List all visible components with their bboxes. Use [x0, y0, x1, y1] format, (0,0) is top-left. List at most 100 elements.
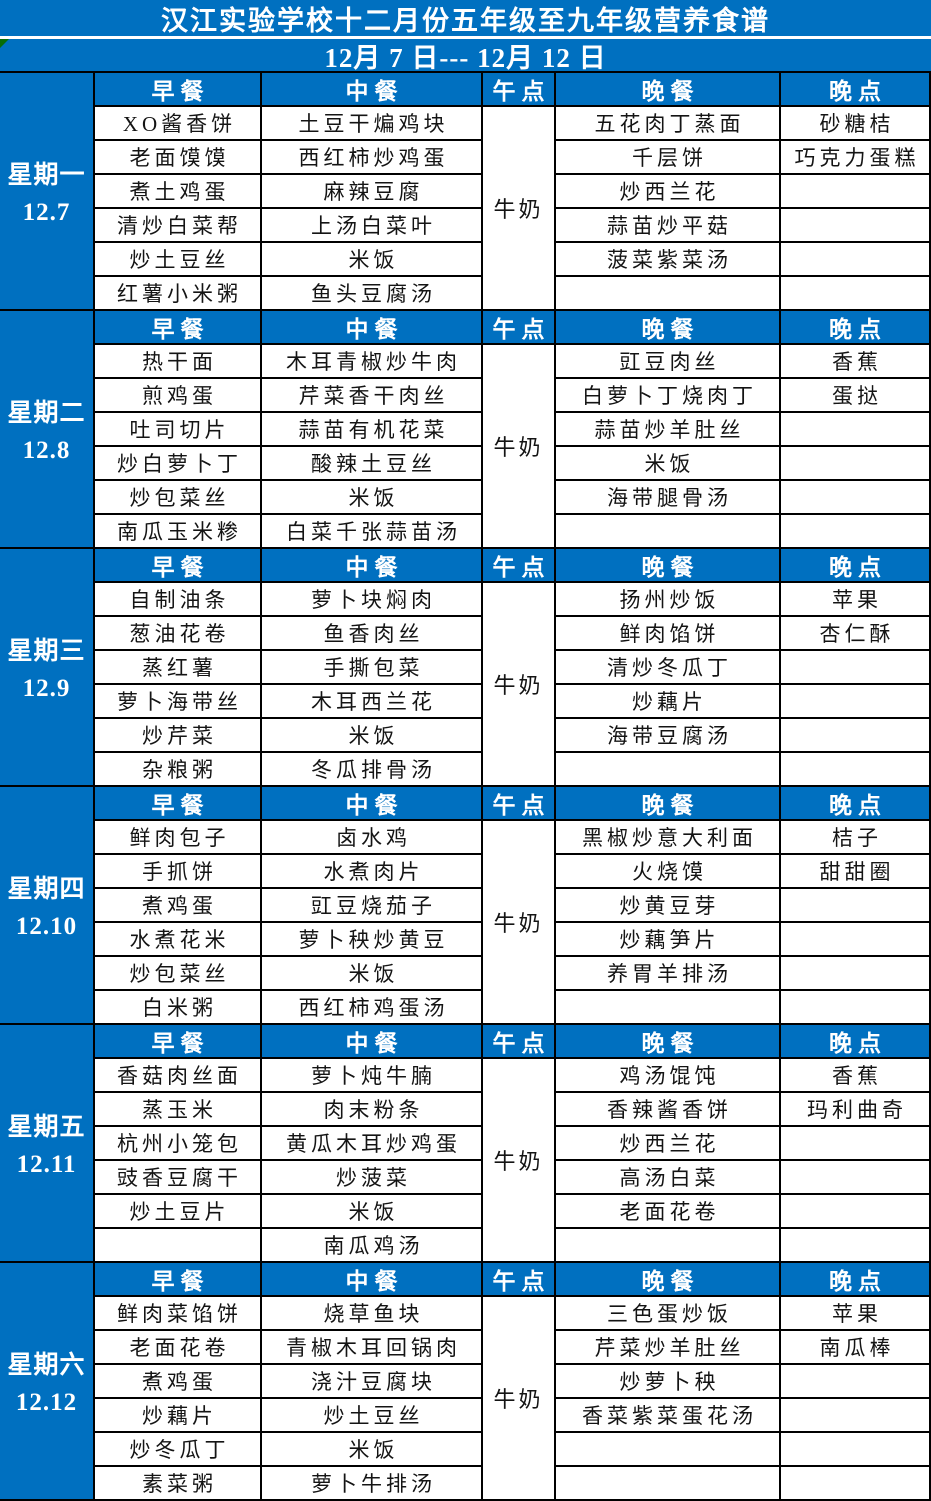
lunch-item: 萝卜秧炒黄豆 [262, 923, 481, 955]
dinner-item: 鸡汤馄饨 [556, 1059, 779, 1091]
lunch-item: 冬瓜排骨汤 [262, 753, 481, 785]
dinner-item: 炒西兰花 [556, 1127, 779, 1159]
lunch-item: 浇汁豆腐块 [262, 1365, 481, 1397]
breakfast-item: 煮鸡蛋 [95, 889, 260, 921]
lunch-item: 炒菠菜 [262, 1161, 481, 1193]
breakfast-item: 炒藕片 [95, 1399, 260, 1431]
day-date: 12.8 [22, 437, 71, 464]
evening-snack-item [781, 753, 929, 785]
lunch-item: 木耳青椒炒牛肉 [262, 345, 481, 377]
day-name: 星期六 [7, 1352, 86, 1379]
evening-snack-item [781, 277, 929, 309]
breakfast-item: 炒白萝卜丁 [95, 447, 260, 479]
lunch-item: 萝卜块焖肉 [262, 583, 481, 615]
breakfast-item: 手抓饼 [95, 855, 260, 887]
day-label: 星期五 12.11 [0, 1025, 93, 1261]
lunch-item: 鱼香肉丝 [262, 617, 481, 649]
noon-snack-item: 牛奶 [483, 345, 554, 547]
evening-snack-item [781, 1229, 929, 1261]
evening-snack-item: 巧克力蛋糕 [781, 141, 929, 173]
breakfast-item: 蒸玉米 [95, 1093, 260, 1125]
dinner-item [556, 515, 779, 547]
column-header-dinner: 晚餐 [556, 311, 779, 343]
breakfast-item: 葱油花卷 [95, 617, 260, 649]
lunch-item: 米饭 [262, 957, 481, 989]
day-date: 12.9 [22, 675, 71, 702]
column-header-lunch: 中餐 [262, 73, 481, 105]
breakfast-item: 蒸红薯 [95, 651, 260, 683]
day-label: 星期一 12.7 [0, 73, 93, 309]
day-name: 星期二 [7, 400, 86, 427]
dinner-item [556, 277, 779, 309]
evening-snack-item: 南瓜棒 [781, 1331, 929, 1363]
evening-snack-item [781, 991, 929, 1023]
day-block: 星期三 12.9 早餐 中餐 午点 晚餐 晚点 自制油条 萝卜块焖肉 牛奶 扬州… [0, 549, 929, 785]
date-range: 12月 7 日--- 12月 12 日 [324, 42, 607, 73]
evening-snack-item [781, 1195, 929, 1227]
lunch-item: 烧草鱼块 [262, 1297, 481, 1329]
day-block: 星期二 12.8 早餐 中餐 午点 晚餐 晚点 热干面 木耳青椒炒牛肉 牛奶 豇… [0, 311, 929, 547]
evening-snack-item [781, 1433, 929, 1465]
day-name: 星期一 [7, 162, 86, 189]
lunch-item: 酸辣土豆丝 [262, 447, 481, 479]
day-label: 星期六 12.12 [0, 1263, 93, 1499]
breakfast-item: 吐司切片 [95, 413, 260, 445]
breakfast-item: 炒土豆丝 [95, 243, 260, 275]
column-header-lunch: 中餐 [262, 1025, 481, 1057]
breakfast-item: 炒芹菜 [95, 719, 260, 751]
lunch-item: 土豆干煸鸡块 [262, 107, 481, 139]
breakfast-item: 豉香豆腐干 [95, 1161, 260, 1193]
dinner-item: 炒藕笋片 [556, 923, 779, 955]
day-label: 星期三 12.9 [0, 549, 93, 785]
column-header-noon-snack: 午点 [483, 1025, 554, 1057]
dinner-item [556, 1433, 779, 1465]
column-header-breakfast: 早餐 [95, 787, 260, 819]
column-header-dinner: 晚餐 [556, 1263, 779, 1295]
evening-snack-item [781, 1467, 929, 1499]
column-header-evening-snack: 晚点 [781, 1263, 929, 1295]
column-header-lunch: 中餐 [262, 311, 481, 343]
evening-snack-item [781, 1399, 929, 1431]
column-header-evening-snack: 晚点 [781, 549, 929, 581]
column-header-lunch: 中餐 [262, 1263, 481, 1295]
breakfast-item: 老面馍馍 [95, 141, 260, 173]
lunch-item: 萝卜炖牛腩 [262, 1059, 481, 1091]
lunch-item: 鱼头豆腐汤 [262, 277, 481, 309]
column-header-breakfast: 早餐 [95, 73, 260, 105]
lunch-item: 萝卜牛排汤 [262, 1467, 481, 1499]
evening-snack-item: 苹果 [781, 583, 929, 615]
column-header-dinner: 晚餐 [556, 73, 779, 105]
lunch-item: 水煮肉片 [262, 855, 481, 887]
evening-snack-item [781, 175, 929, 207]
evening-snack-item: 砂糖桔 [781, 107, 929, 139]
lunch-item: 肉末粉条 [262, 1093, 481, 1125]
breakfast-item: 杭州小笼包 [95, 1127, 260, 1159]
dinner-item: 鲜肉馅饼 [556, 617, 779, 649]
column-header-noon-snack: 午点 [483, 1263, 554, 1295]
lunch-item: 卤水鸡 [262, 821, 481, 853]
day-date: 12.12 [15, 1389, 78, 1416]
day-block: 星期四 12.10 早餐 中餐 午点 晚餐 晚点 鲜肉包子 卤水鸡 牛奶 黑椒炒… [0, 787, 929, 1023]
column-header-evening-snack: 晚点 [781, 787, 929, 819]
day-block: 星期六 12.12 早餐 中餐 午点 晚餐 晚点 鲜肉菜馅饼 烧草鱼块 牛奶 三… [0, 1263, 929, 1499]
column-header-dinner: 晚餐 [556, 787, 779, 819]
evening-snack-item [781, 889, 929, 921]
breakfast-item: 鲜肉包子 [95, 821, 260, 853]
day-name: 星期三 [7, 638, 86, 665]
lunch-item: 上汤白菜叶 [262, 209, 481, 241]
evening-snack-item [781, 1127, 929, 1159]
column-header-noon-snack: 午点 [483, 549, 554, 581]
column-header-breakfast: 早餐 [95, 311, 260, 343]
evening-snack-item: 苹果 [781, 1297, 929, 1329]
dinner-item: 五花肉丁蒸面 [556, 107, 779, 139]
lunch-item: 南瓜鸡汤 [262, 1229, 481, 1261]
date-range-banner: 12月 7 日--- 12月 12 日 [0, 39, 931, 73]
lunch-item: 米饭 [262, 243, 481, 275]
evening-snack-item: 玛利曲奇 [781, 1093, 929, 1125]
dinner-item: 海带腿骨汤 [556, 481, 779, 513]
breakfast-item: 老面花卷 [95, 1331, 260, 1363]
noon-snack-item: 牛奶 [483, 107, 554, 309]
dinner-item: 老面花卷 [556, 1195, 779, 1227]
breakfast-item [95, 1229, 260, 1261]
dinner-item: 白萝卜丁烧肉丁 [556, 379, 779, 411]
